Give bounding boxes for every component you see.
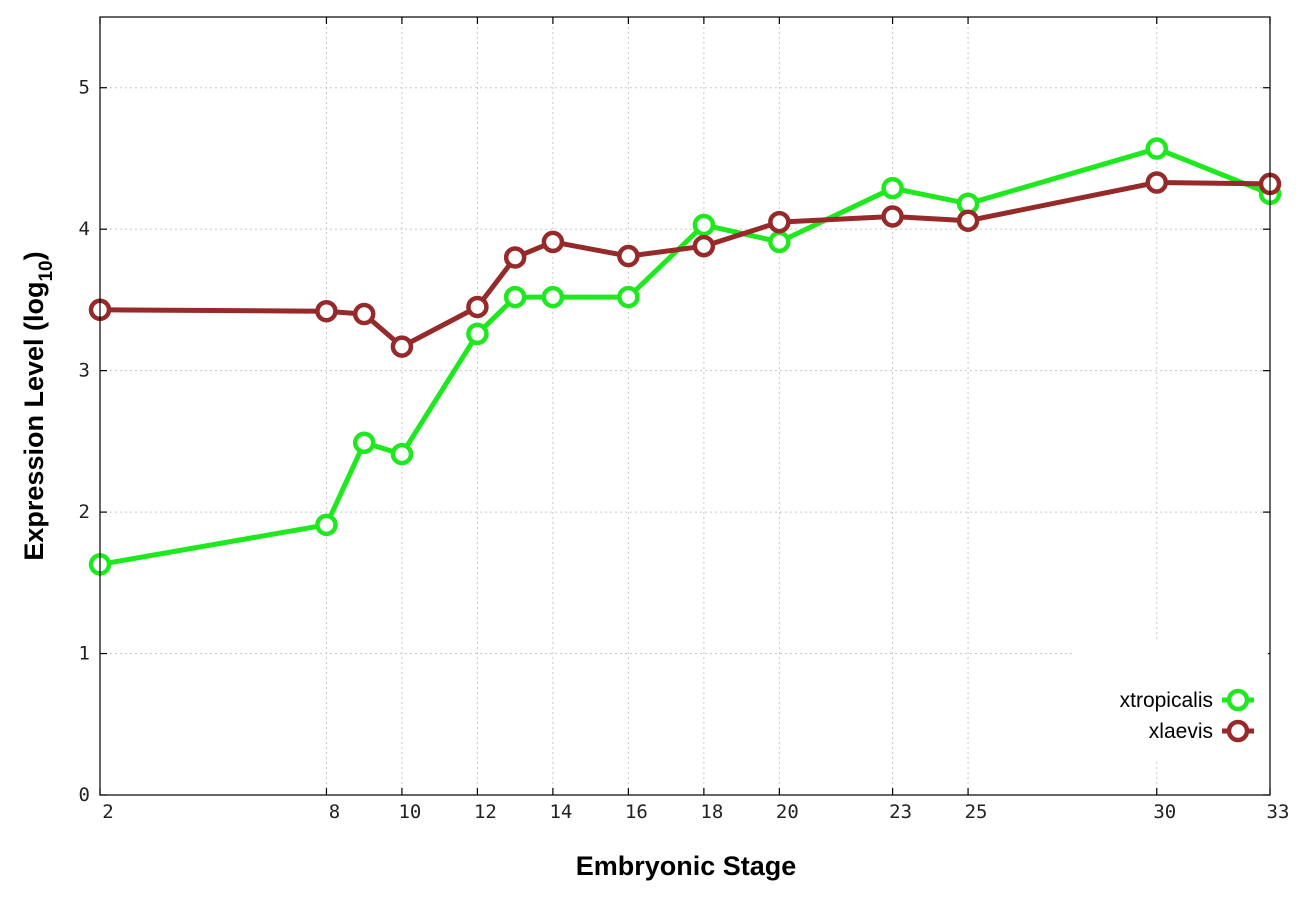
- data-point-xtropicalis: [881, 176, 904, 200]
- series-line-xtropicalis: [99, 146, 1271, 567]
- series-xlaevis: [88, 171, 1282, 358]
- x-axis-title: Embryonic Stage: [576, 851, 797, 881]
- data-point-xlaevis: [352, 302, 376, 326]
- legend-item-xtropicalis: xtropicalis: [1120, 688, 1254, 712]
- data-point-xtropicalis: [503, 285, 527, 309]
- x-tick-label: 16: [625, 801, 648, 823]
- data-point-xtropicalis: [466, 322, 489, 346]
- y-axis-title: Expression Level (log10): [19, 251, 57, 560]
- data-point-xlaevis: [768, 210, 791, 234]
- legend-marker-xlaevis: [1226, 719, 1250, 743]
- y-axis-title-main: Expression Level (log: [19, 282, 49, 561]
- data-point-xlaevis: [503, 246, 527, 269]
- data-point-xlaevis: [466, 295, 489, 319]
- data-point-xlaevis: [956, 209, 980, 232]
- x-tick-label: 2: [102, 801, 113, 823]
- data-point-xlaevis: [881, 205, 904, 228]
- x-tick-label: 33: [1267, 801, 1290, 823]
- x-tick-label: 10: [398, 801, 421, 823]
- x-tick-labels: 2 8 10 12 14 16 18 20 23 25 30 33: [102, 801, 1289, 823]
- legend: xtropicalis xlaevis: [1072, 640, 1268, 760]
- legend-item-xlaevis: xlaevis: [1149, 719, 1254, 743]
- y-axis-title-subscript: 10: [36, 260, 57, 281]
- x-tick-label: 25: [965, 801, 988, 823]
- data-point-xlaevis: [692, 234, 716, 258]
- x-tick-label: 12: [474, 801, 497, 823]
- x-tick-label: 14: [549, 801, 572, 823]
- plot-frame: [99, 16, 1271, 796]
- x-tick-label: 20: [776, 801, 799, 823]
- x-tick-label: 8: [329, 801, 340, 823]
- series-line-xlaevis: [99, 180, 1271, 350]
- data-point-xtropicalis: [352, 431, 376, 455]
- y-tick-label: 1: [79, 643, 90, 665]
- series-layer: [88, 137, 1282, 576]
- y-axis-title-close: ): [19, 251, 49, 260]
- data-point-xlaevis: [541, 230, 565, 254]
- legend-label-xtropicalis: xtropicalis: [1120, 689, 1213, 712]
- y-tick-label: 2: [79, 501, 90, 523]
- data-point-xlaevis: [390, 335, 414, 358]
- data-point-xlaevis: [1145, 171, 1169, 194]
- data-point-xtropicalis: [315, 513, 338, 537]
- y-tick-label: 4: [79, 218, 90, 240]
- series-xtropicalis: [88, 137, 1282, 576]
- y-tick-label: 5: [79, 77, 90, 99]
- data-point-xtropicalis: [768, 230, 791, 254]
- data-point-xlaevis: [315, 299, 338, 323]
- data-point-xlaevis: [617, 244, 640, 268]
- y-tick-label: 3: [79, 360, 90, 382]
- y-tick-label: 0: [79, 784, 90, 806]
- x-tick-label: 18: [700, 801, 723, 823]
- x-tick-label: 23: [889, 801, 912, 823]
- data-point-xtropicalis: [692, 213, 716, 237]
- data-point-xtropicalis: [617, 285, 640, 309]
- legend-marker-xtropicalis: [1226, 688, 1250, 712]
- legend-label-xlaevis: xlaevis: [1149, 720, 1213, 743]
- data-point-xtropicalis: [1145, 137, 1169, 160]
- data-point-xtropicalis: [390, 442, 414, 466]
- data-point-xtropicalis: [541, 285, 565, 309]
- x-tick-label: 30: [1153, 801, 1176, 823]
- y-tick-labels: 0 1 2 3 4 5: [79, 77, 90, 806]
